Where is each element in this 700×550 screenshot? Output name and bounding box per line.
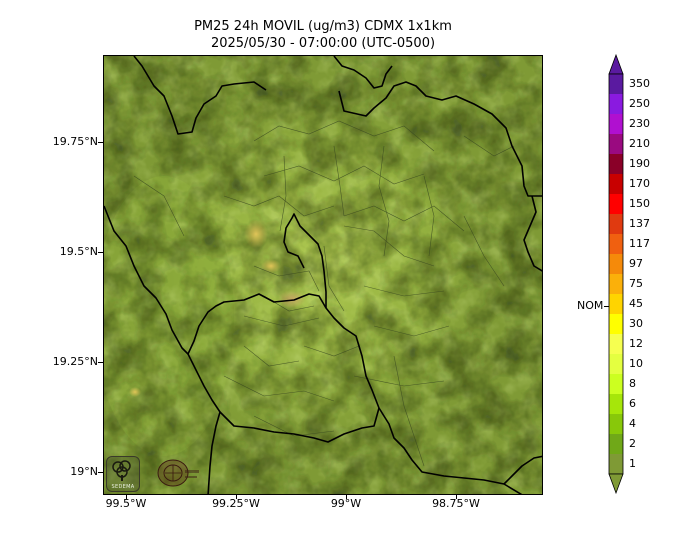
hotspot-1 xyxy=(244,220,268,248)
y-tick-mark-4 xyxy=(98,472,103,473)
colorbar-label: 350 xyxy=(629,77,650,90)
colorbar-segment xyxy=(609,174,623,195)
colorbar-label: 1 xyxy=(629,457,636,470)
y-tick-mark-3 xyxy=(98,362,103,363)
colorbar-segment xyxy=(609,134,623,155)
government-seal-logo xyxy=(155,456,201,490)
sedema-logo-text: SEDEMA xyxy=(111,484,135,490)
colorbar-segment xyxy=(609,434,623,455)
y-tick-label-1: 19.75°N xyxy=(52,135,98,148)
colorbar xyxy=(608,53,624,495)
x-tick-label-3: 99°W xyxy=(330,497,362,510)
terrain-shading xyxy=(104,56,542,494)
colorbar-segment xyxy=(609,254,623,275)
colorbar-segment xyxy=(609,294,623,315)
x-tick-mark-4 xyxy=(456,495,457,499)
y-tick-label-3: 19.25°N xyxy=(52,355,98,368)
government-seal-icon xyxy=(157,459,199,487)
colorbar-segment xyxy=(609,354,623,375)
colorbar-segment xyxy=(609,194,623,215)
map-title: PM25 24h MOVIL (ug/m3) CDMX 1x1km xyxy=(194,19,452,34)
colorbar-label: 4 xyxy=(629,417,636,430)
hotspot-3 xyxy=(278,290,306,308)
colorbar-segment xyxy=(609,394,623,415)
colorbar-label: 190 xyxy=(629,157,650,170)
hotspot-2 xyxy=(261,259,281,273)
colorbar-segment xyxy=(609,414,623,435)
colorbar-segment xyxy=(609,154,623,175)
map-timestamp: 2025/05/30 - 07:00:00 (UTC-0500) xyxy=(210,36,436,51)
sedema-tree-icon xyxy=(112,460,131,481)
colorbar-segment xyxy=(609,374,623,395)
x-tick-mark-3 xyxy=(346,495,347,499)
colorbar-label: 250 xyxy=(629,97,650,110)
colorbar-label: 97 xyxy=(629,257,643,270)
colorbar-label: 45 xyxy=(629,297,643,310)
nom-reference-tick xyxy=(604,306,609,307)
x-tick-mark-2 xyxy=(236,495,237,499)
state-boundaries xyxy=(104,56,542,494)
colorbar-label: 10 xyxy=(629,357,643,370)
colorbar-extend-min xyxy=(608,473,624,495)
colorbar-label: 210 xyxy=(629,137,650,150)
y-tick-label-2: 19.5°N xyxy=(59,245,98,258)
colorbar-segment xyxy=(609,94,623,115)
colorbar-segment xyxy=(609,234,623,255)
colorbar-label: 230 xyxy=(629,117,650,130)
colorbar-segment xyxy=(609,114,623,135)
pm25-map xyxy=(103,55,543,495)
colorbar-label: 170 xyxy=(629,177,650,190)
y-tick-mark-1 xyxy=(98,142,103,143)
map-canvas xyxy=(104,56,542,494)
y-tick-label-4: 19°N xyxy=(70,465,98,478)
y-tick-mark-2 xyxy=(98,252,103,253)
nom-reference-label: NOM xyxy=(577,299,604,312)
colorbar-label: 8 xyxy=(629,377,636,390)
sedema-logo: SEDEMA xyxy=(106,456,140,492)
colorbar-label: 150 xyxy=(629,197,650,210)
x-tick-label-1: 99.5°W xyxy=(105,497,147,510)
colorbar-label: 6 xyxy=(629,397,636,410)
colorbar-label: 30 xyxy=(629,317,643,330)
colorbar-segment xyxy=(609,274,623,295)
colorbar-label: 2 xyxy=(629,437,636,450)
x-tick-label-4: 98.75°W xyxy=(432,497,480,510)
colorbar-segment xyxy=(609,314,623,335)
x-tick-mark-1 xyxy=(126,495,127,499)
colorbar-label: 12 xyxy=(629,337,643,350)
hotspot-4 xyxy=(129,387,141,397)
colorbar-segment xyxy=(609,74,623,95)
x-tick-label-2: 99.25°W xyxy=(212,497,260,510)
municipal-boundaries xyxy=(133,120,515,467)
colorbar-segment xyxy=(609,334,623,355)
colorbar-segment xyxy=(609,214,623,235)
colorbar-extend-max xyxy=(608,53,624,75)
colorbar-label: 75 xyxy=(629,277,643,290)
colorbar-label: 137 xyxy=(629,217,650,230)
colorbar-segment xyxy=(609,454,623,475)
colorbar-label: 117 xyxy=(629,237,650,250)
